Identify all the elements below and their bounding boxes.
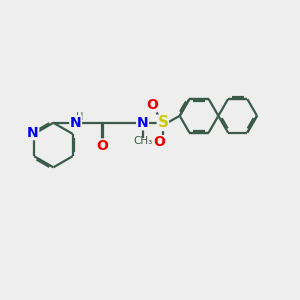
Text: O: O xyxy=(146,98,158,112)
Text: CH₃: CH₃ xyxy=(133,136,152,146)
Text: N: N xyxy=(27,126,39,140)
Text: N: N xyxy=(70,116,82,130)
Text: H: H xyxy=(76,112,84,122)
Text: N: N xyxy=(137,116,148,130)
Text: S: S xyxy=(158,115,168,130)
Text: O: O xyxy=(96,139,108,153)
Text: O: O xyxy=(154,135,166,149)
